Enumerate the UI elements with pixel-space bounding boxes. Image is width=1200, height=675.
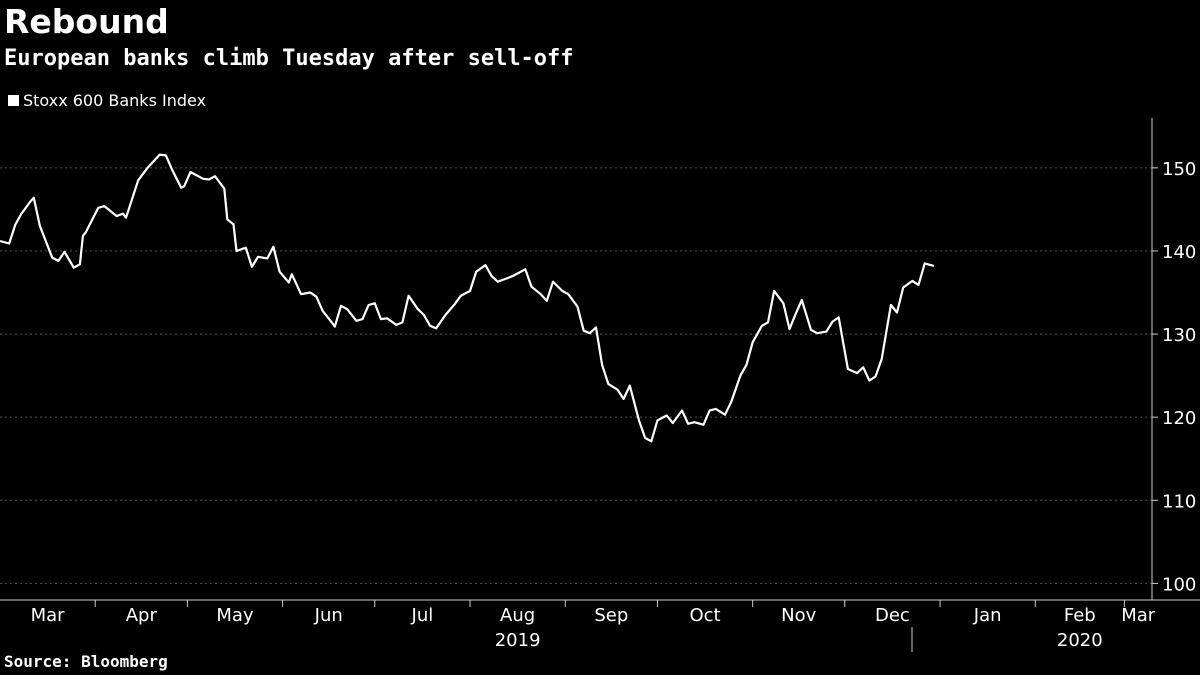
legend-label: Stoxx 600 Banks Index xyxy=(23,91,207,110)
x-tick-label-aug: Aug xyxy=(500,605,535,626)
x-tick-label-oct: Oct xyxy=(689,605,720,626)
x-tick-label-jul: Jul xyxy=(411,605,434,626)
y-tick-label-130: 130 xyxy=(1162,325,1196,346)
x-tick-label-sep: Sep xyxy=(594,605,628,626)
x-tick-label-mar: Mar xyxy=(31,605,66,626)
x-year-label-2020: 2020 xyxy=(1057,630,1103,651)
y-tick-label-150: 150 xyxy=(1162,159,1196,180)
chart-legend: Stoxx 600 Banks Index xyxy=(8,91,206,110)
legend-swatch xyxy=(8,95,19,106)
x-tick-label-jun: Jun xyxy=(314,605,343,626)
source-note: Source: Bloomberg xyxy=(4,652,168,671)
x-tick-label-mar: Mar xyxy=(1121,605,1156,626)
chart-title: Rebound xyxy=(4,2,169,41)
x-tick-label-jan: Jan xyxy=(973,605,1002,626)
x-tick-label-may: May xyxy=(216,605,254,626)
y-tick-label-140: 140 xyxy=(1162,242,1196,263)
x-tick-label-apr: Apr xyxy=(126,605,158,626)
y-tick-label-110: 110 xyxy=(1162,491,1196,512)
series-line-0 xyxy=(0,153,935,443)
x-year-label-2019: 2019 xyxy=(495,630,541,651)
x-tick-label-feb: Feb xyxy=(1064,605,1096,626)
chart-subtitle: European banks climb Tuesday after sell-… xyxy=(4,46,574,71)
y-tick-label-120: 120 xyxy=(1162,408,1196,429)
y-tick-label-100: 100 xyxy=(1162,574,1196,595)
x-tick-label-dec: Dec xyxy=(875,605,910,626)
x-tick-label-nov: Nov xyxy=(781,605,816,626)
